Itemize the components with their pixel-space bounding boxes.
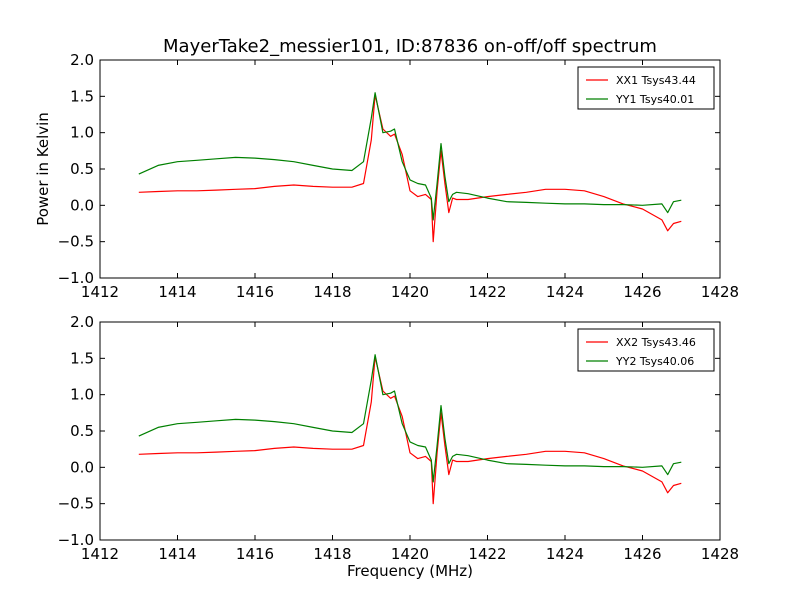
x-axis-label: Frequency (MHz) — [347, 562, 473, 580]
panels: 1412 1414 1416 1418 1420 1422 1424 1426 1428 −1.0… — [34, 51, 739, 580]
y-tick-label: 2.0 — [70, 51, 94, 69]
x-tick-label: 1418 — [313, 545, 351, 563]
x-tick-label: 1426 — [623, 545, 661, 563]
x-tick-label: 1414 — [158, 545, 196, 563]
y-tick-label: −0.5 — [58, 233, 94, 251]
legend-label: YY2 Tsys40.06 — [615, 355, 694, 368]
chart-panel-2: 1412 1414 1416 1418 1420 1422 1424 1426 1428 −1.0… — [58, 313, 740, 580]
y-tick-label: 1.0 — [70, 386, 94, 404]
legend: XX1 Tsys43.44 YY1 Tsys40.01 — [577, 66, 715, 110]
y-tick-label: 0.0 — [70, 458, 94, 476]
y-tick-label: 2.0 — [70, 313, 94, 331]
legend: XX2 Tsys43.46 YY2 Tsys40.06 — [577, 328, 715, 372]
x-tick-label: 1422 — [468, 545, 506, 563]
x-tick-label: 1416 — [236, 545, 274, 563]
x-tick-label: 1420 — [391, 545, 429, 563]
y-tick-label: 0.5 — [70, 160, 94, 178]
x-tick-label: 1424 — [546, 545, 584, 563]
legend-box — [577, 66, 715, 110]
chart-panel-1: 1412 1414 1416 1418 1420 1422 1424 1426 1428 −1.0… — [34, 51, 739, 301]
series-line-xx2 — [138, 356, 682, 505]
y-axis-label: Power in Kelvin — [34, 112, 52, 226]
x-tick-label: 1412 — [81, 283, 119, 301]
series-line-xx1 — [138, 94, 682, 243]
y-tick-label: 1.0 — [70, 124, 94, 142]
x-tick-label: 1424 — [546, 283, 584, 301]
legend-label: YY1 Tsys40.01 — [615, 93, 694, 106]
x-tick-label: 1418 — [313, 283, 351, 301]
x-tick-label: 1426 — [623, 283, 661, 301]
legend-label: XX2 Tsys43.46 — [616, 336, 696, 349]
y-tick-label: 1.5 — [70, 87, 94, 105]
legend-box — [577, 328, 715, 372]
x-tick-label: 1412 — [81, 545, 119, 563]
x-tick-label: 1422 — [468, 283, 506, 301]
y-tick-label: −0.5 — [58, 495, 94, 513]
series-line-yy1 — [138, 92, 682, 221]
x-tick-label: 1428 — [701, 545, 739, 563]
figure-title: MayerTake2_messier101, ID:87836 on-off/o… — [163, 36, 657, 57]
y-tick-label: 0.0 — [70, 196, 94, 214]
y-tick-label: 0.5 — [70, 422, 94, 440]
x-tick-label: 1416 — [236, 283, 274, 301]
legend-label: XX1 Tsys43.44 — [616, 74, 696, 87]
series-line-yy2 — [138, 354, 682, 483]
x-tick-label: 1414 — [158, 283, 196, 301]
y-tick-label: −1.0 — [58, 531, 94, 549]
y-tick-label: 1.5 — [70, 349, 94, 367]
y-tick-label: −1.0 — [58, 269, 94, 287]
x-tick-label: 1420 — [391, 283, 429, 301]
x-tick-label: 1428 — [701, 283, 739, 301]
